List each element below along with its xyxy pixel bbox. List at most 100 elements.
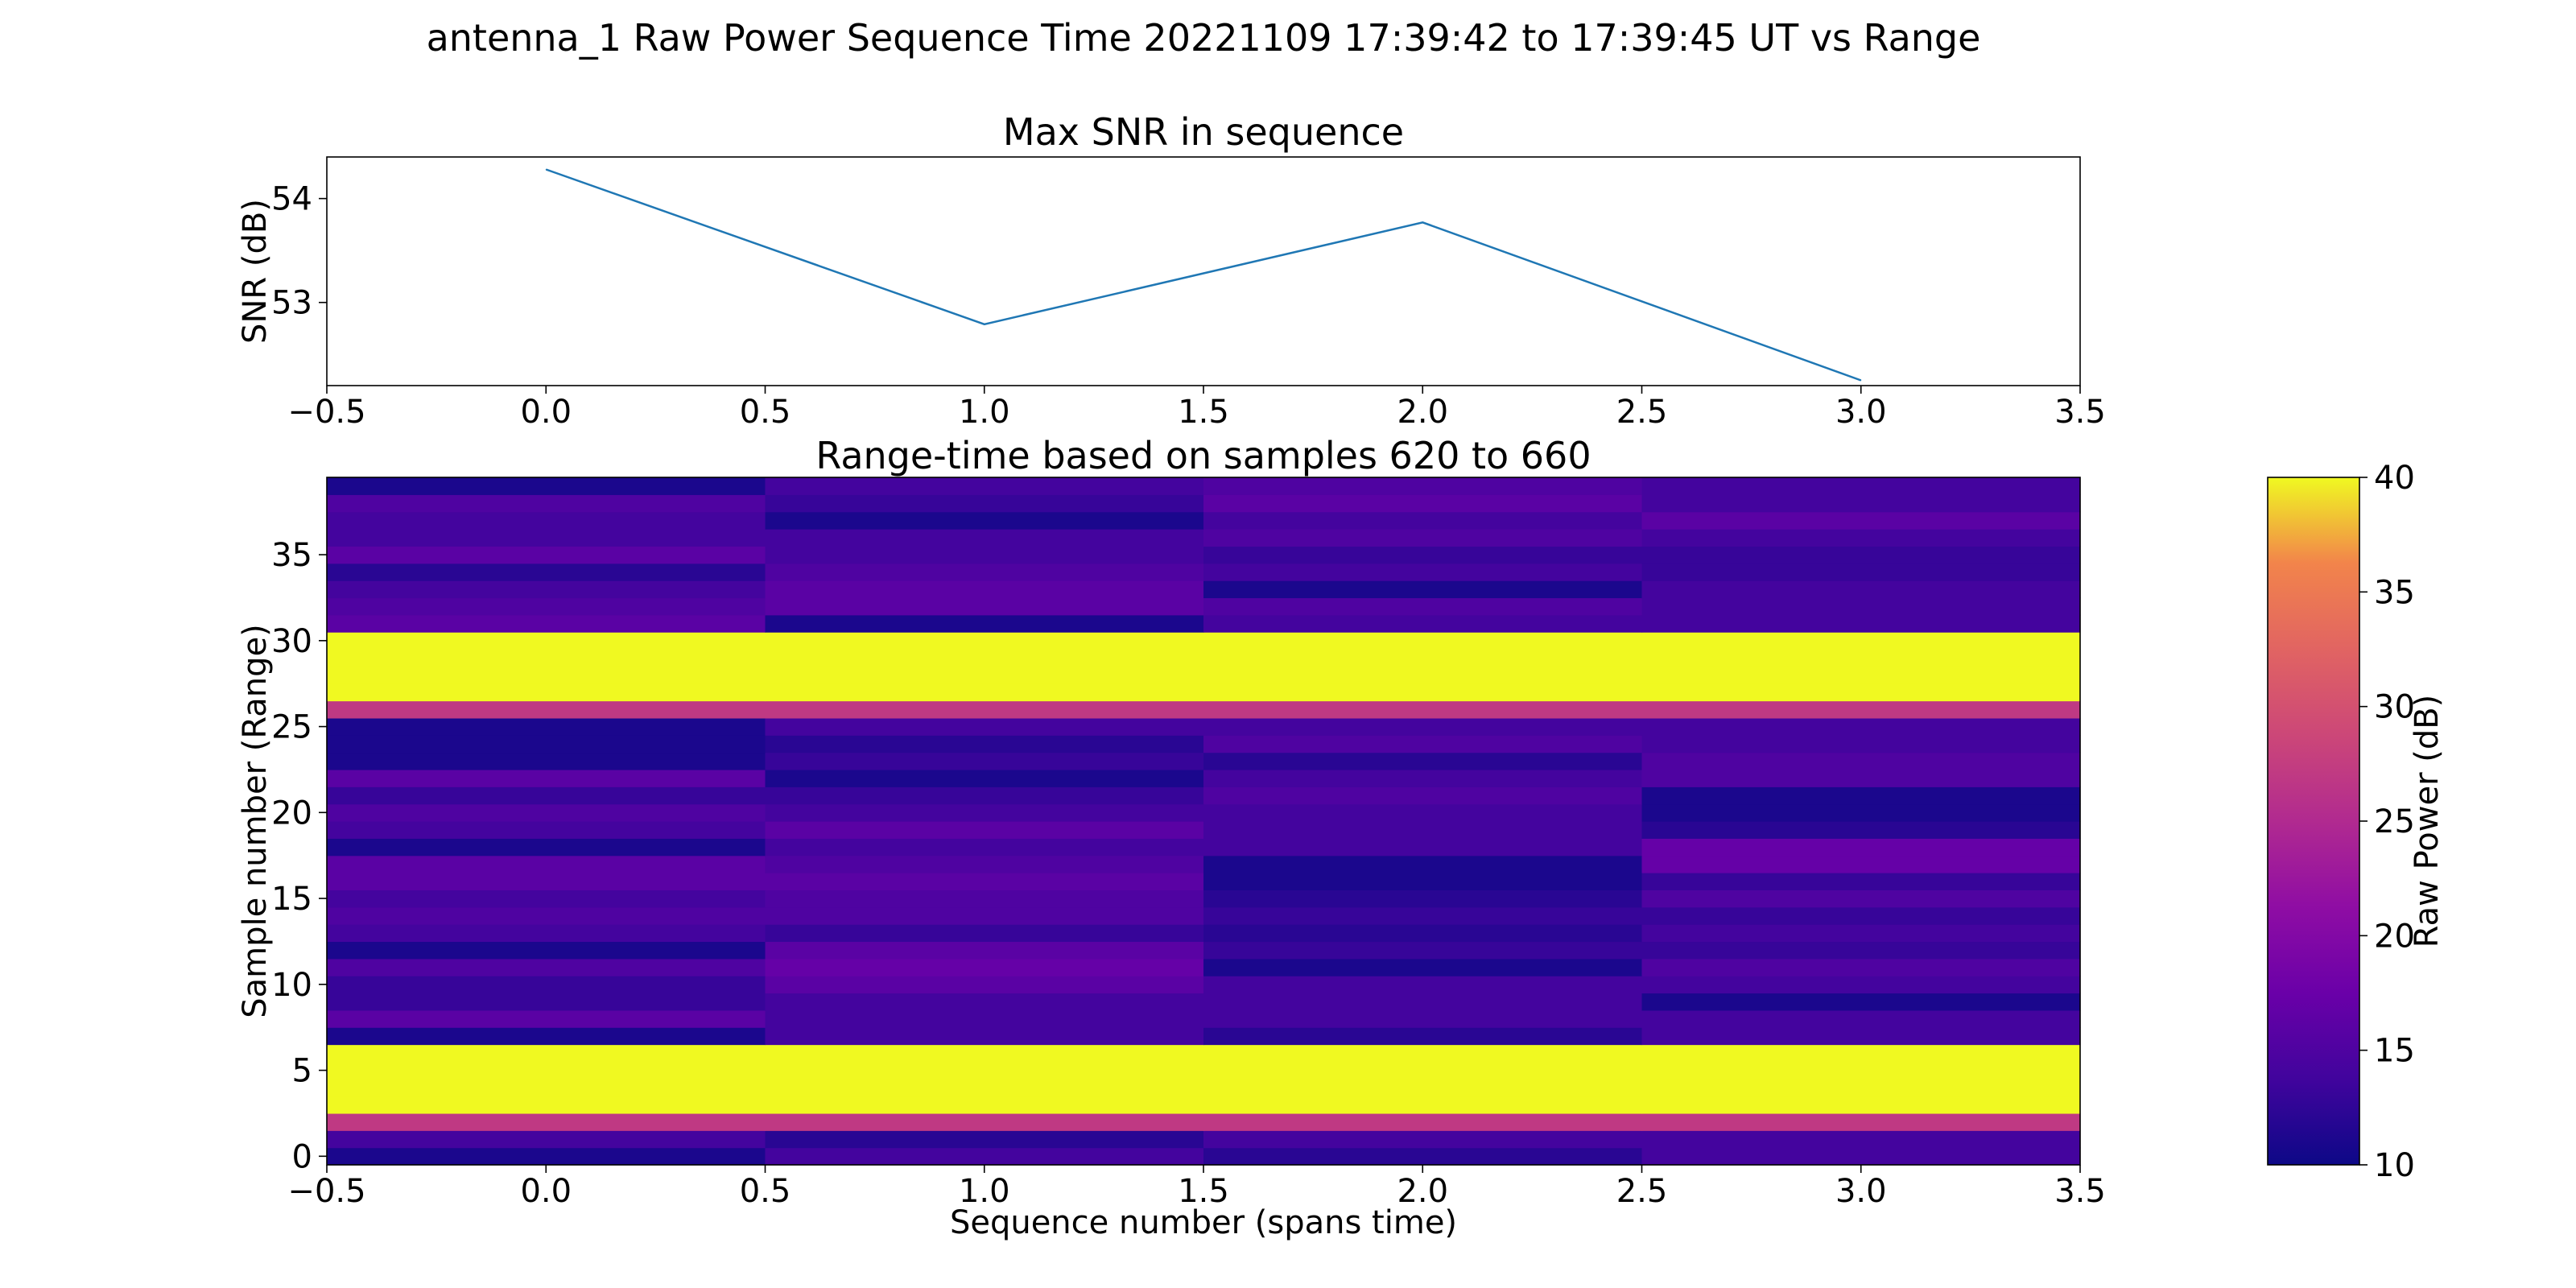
heatmap-cell — [765, 958, 1204, 976]
heatmap-cell — [765, 838, 1204, 857]
snr-tick-group: −0.5 0.0 0.5 1.0 1.5 2.0 2.5 3.0 3.5 53 54 — [271, 181, 2106, 431]
heatmap-cell — [327, 906, 766, 925]
colorbar: 10 15 20 25 30 35 40 Raw Power (dB) — [2267, 460, 2446, 1184]
snr-x-tick-label: 0.0 — [520, 394, 572, 431]
heatmap-cell — [1641, 1147, 2081, 1166]
heatmap-cell — [1203, 1147, 1643, 1166]
heatmap-cell — [1203, 752, 1643, 770]
heatmap-cell — [765, 890, 1204, 908]
heatmap-cell — [1203, 580, 1643, 599]
heatmap-cell — [765, 1044, 1204, 1063]
heatmap-cell — [327, 649, 766, 667]
heatmap-cell — [765, 976, 1204, 994]
heatmap-cell — [765, 1061, 1204, 1080]
heatmap-cell — [765, 632, 1204, 650]
colorbar-tick-label: 20 — [2374, 918, 2415, 955]
heatmap-x-axis-label: Sequence number (spans time) — [950, 1204, 1457, 1241]
heatmap-cell — [1203, 873, 1643, 890]
heatmap-y-tick-label: 5 — [292, 1053, 312, 1090]
colorbar-tick-label: 35 — [2374, 574, 2415, 611]
heatmap-cell — [1203, 906, 1643, 925]
heatmap-cell — [327, 546, 766, 564]
heatmap-cell — [1203, 735, 1643, 753]
heatmap-cell — [327, 735, 766, 753]
heatmap-cell — [1641, 906, 2081, 925]
heatmap-cell — [765, 597, 1204, 616]
figure-title: antenna_1 Raw Power Sequence Time 202211… — [427, 16, 1981, 60]
heatmap-cell — [1203, 924, 1643, 943]
snr-panel-title: Max SNR in sequence — [1003, 110, 1404, 154]
heatmap-cell — [765, 821, 1204, 839]
heatmap-cell — [1203, 993, 1643, 1011]
heatmap-x-tick-label: 0.5 — [740, 1173, 791, 1210]
heatmap-cell — [765, 666, 1204, 684]
heatmap-cell — [327, 529, 766, 547]
heatmap-cell — [1203, 494, 1643, 513]
heatmap-x-tick-label: −0.5 — [287, 1173, 365, 1210]
snr-plot-frame — [326, 156, 2081, 386]
heatmap-cell — [327, 666, 766, 684]
heatmap-cell — [327, 717, 766, 736]
heatmap-x-tick-label: 2.5 — [1616, 1173, 1668, 1210]
heatmap-y-tick-label: 25 — [271, 709, 312, 746]
heatmap-cell — [765, 941, 1204, 960]
heatmap-cell — [1203, 1096, 1643, 1114]
heatmap-cell — [1641, 821, 2081, 839]
heatmap-cell — [1203, 614, 1643, 633]
heatmap-y-tick-label: 20 — [271, 795, 312, 832]
heatmap-cell — [327, 700, 766, 719]
heatmap-cell — [1203, 769, 1643, 787]
heatmap-cell — [1641, 1113, 2081, 1131]
snr-x-tick-label: −0.5 — [287, 394, 365, 431]
colorbar-tick-label: 10 — [2374, 1147, 2415, 1184]
snr-x-tick-label: 2.5 — [1616, 394, 1668, 431]
snr-y-tick-label: 53 — [271, 285, 312, 322]
heatmap-cell — [1203, 1044, 1643, 1063]
heatmap-cell — [327, 769, 766, 787]
heatmap-cell — [1641, 873, 2081, 890]
snr-data-point — [545, 168, 547, 170]
heatmap-cell — [1641, 993, 2081, 1011]
heatmap-cell — [327, 786, 766, 805]
heatmap-cell-group — [327, 477, 2081, 1166]
heatmap-cell — [1641, 976, 2081, 994]
heatmap-cell — [765, 924, 1204, 943]
heatmap-cell — [327, 614, 766, 633]
colorbar-tick-label: 25 — [2374, 803, 2415, 840]
heatmap-cell — [1641, 546, 2081, 564]
colorbar-gradient — [2267, 477, 2360, 1166]
heatmap-tick-group: −0.5 0.0 0.5 1.0 1.5 2.0 2.5 3.0 3.5 0 5 10 15 20 25 30… — [271, 537, 2106, 1210]
heatmap-cell — [1641, 580, 2081, 599]
snr-data-point — [1422, 221, 1423, 223]
heatmap-cell — [1641, 632, 2081, 650]
heatmap-cell — [327, 1113, 766, 1131]
heatmap-cell — [1641, 752, 2081, 770]
heatmap-cell — [1203, 1061, 1643, 1080]
colorbar-tick-label: 15 — [2374, 1033, 2415, 1070]
snr-x-tick-label: 2.0 — [1397, 394, 1448, 431]
heatmap-cell — [1641, 700, 2081, 719]
snr-x-tick-label: 0.5 — [740, 394, 791, 431]
heatmap-cell — [765, 735, 1204, 753]
heatmap-cell — [1641, 649, 2081, 667]
heatmap-cell — [327, 1147, 766, 1166]
heatmap-y-tick-label: 30 — [271, 623, 312, 660]
heatmap-cell — [327, 580, 766, 599]
heatmap-cell — [1641, 494, 2081, 513]
heatmap-y-tick-label: 10 — [271, 967, 312, 1004]
heatmap-cell — [765, 1079, 1204, 1097]
heatmap-x-tick-label: 1.0 — [959, 1173, 1010, 1210]
snr-x-tick-label: 3.0 — [1835, 394, 1887, 431]
heatmap-cell — [765, 1027, 1204, 1046]
heatmap-cell — [1203, 529, 1643, 547]
snr-y-tick-label: 54 — [271, 181, 312, 218]
heatmap-cell — [1203, 1027, 1643, 1046]
heatmap-cell — [327, 563, 766, 581]
heatmap-y-tick-label: 35 — [271, 537, 312, 574]
heatmap-cell — [765, 580, 1204, 599]
heatmap-y-axis-label: Sample number (Range) — [237, 624, 274, 1018]
heatmap-cell — [1641, 717, 2081, 736]
heatmap-y-tick-label: 0 — [292, 1138, 312, 1175]
heatmap-cell — [1203, 1113, 1643, 1131]
heatmap-cell — [1641, 890, 2081, 908]
